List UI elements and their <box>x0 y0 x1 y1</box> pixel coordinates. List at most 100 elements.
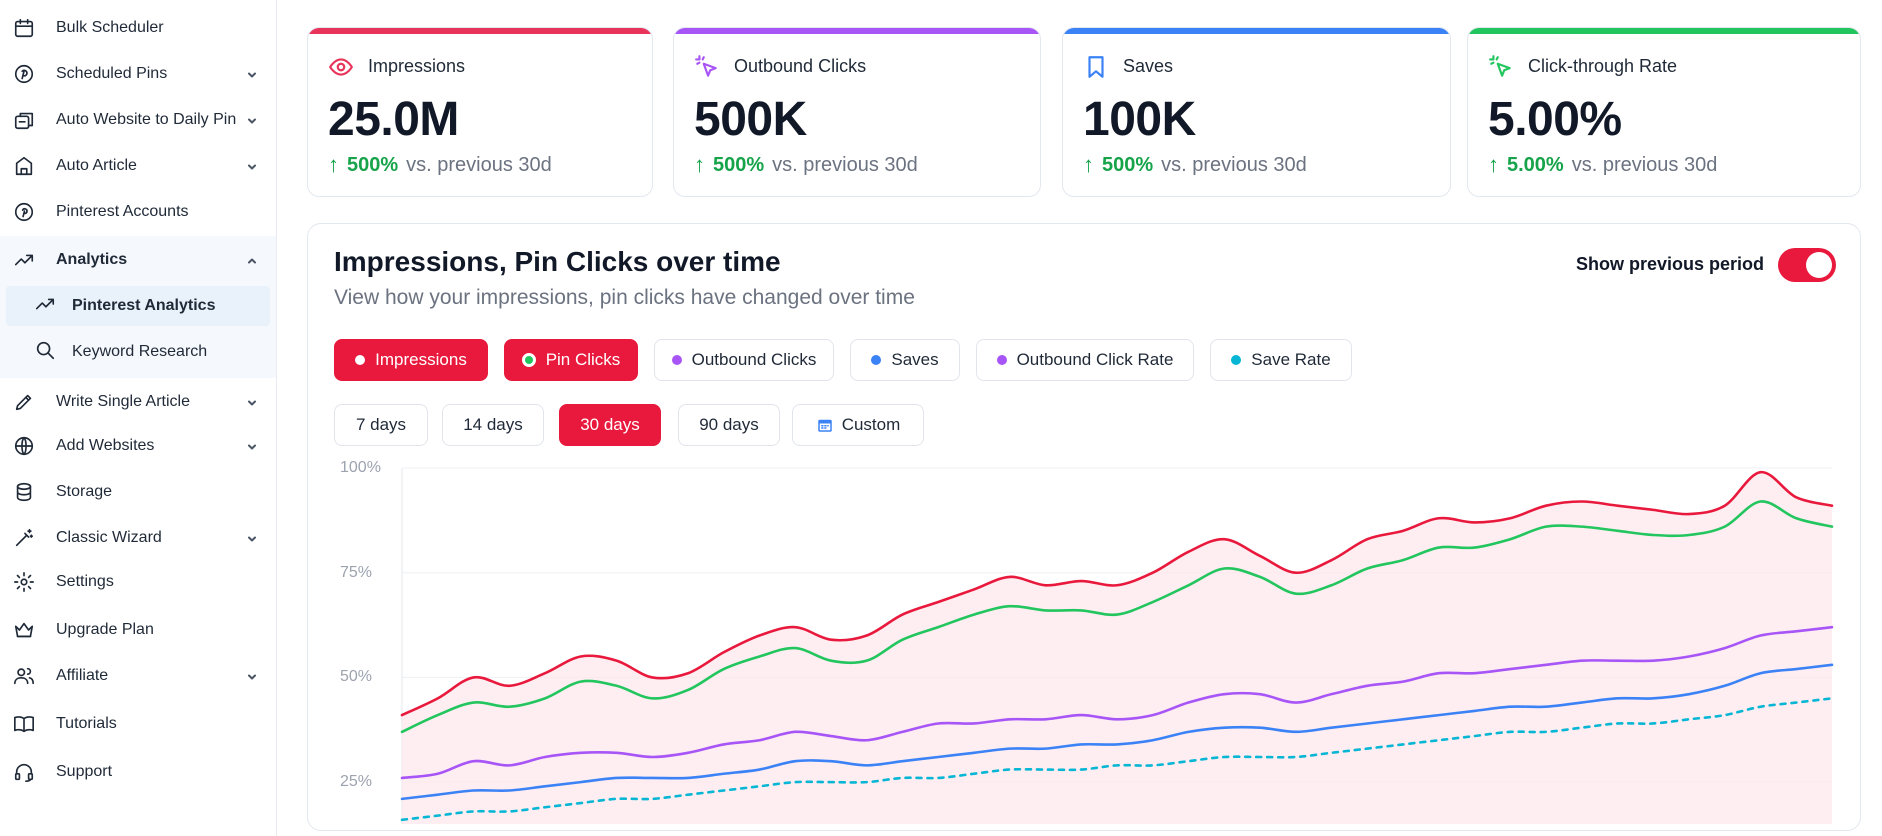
gear-icon <box>12 570 36 594</box>
database-icon <box>12 480 36 504</box>
pencil-icon <box>12 390 36 414</box>
sidebar-item-affiliate[interactable]: Affiliate <box>0 656 276 696</box>
metric-chip-outbound-click-rate[interactable]: Outbound Click Rate <box>976 339 1194 381</box>
metric-chip-saves[interactable]: Saves <box>850 339 960 381</box>
sidebar-item-auto-website-to-daily-pin[interactable]: Auto Website to Daily Pin <box>0 100 276 140</box>
sidebar-item-label: Bulk Scheduler <box>56 19 164 36</box>
series-line-0 <box>400 470 1834 717</box>
auto-post-icon <box>12 108 36 132</box>
card-delta: ↑ 500% vs. previous 30d <box>694 152 918 178</box>
range-14-days[interactable]: 14 days <box>442 404 544 446</box>
chevron-down-icon[interactable] <box>246 670 258 682</box>
sidebar-subitem-pinterest-analytics[interactable]: Pinterest Analytics <box>6 286 270 326</box>
range-7-days[interactable]: 7 days <box>334 404 428 446</box>
metric-chip-impressions[interactable]: Impressions <box>334 339 488 381</box>
stat-card-impressions: Impressions 25.0M ↑ 500% vs. previous 30d <box>307 27 653 197</box>
range-label: Custom <box>841 415 901 434</box>
arrow-up-icon: ↑ <box>1488 152 1499 177</box>
chevron-down-icon[interactable] <box>246 114 258 126</box>
chevron-down-icon[interactable] <box>246 532 258 544</box>
range-30-days[interactable]: 30 days <box>559 404 661 446</box>
sidebar-item-label: Classic Wizard <box>56 529 162 546</box>
series-dot-icon <box>871 355 882 365</box>
sidebar-item-label: Auto Website to Daily Pin <box>56 111 237 128</box>
metric-chip-label: Saves <box>891 350 939 369</box>
series-line-4 <box>400 697 1834 822</box>
card-delta-suffix: vs. previous 30d <box>1571 153 1718 176</box>
sidebar-item-auto-article[interactable]: Auto Article <box>0 146 276 186</box>
range-90-days[interactable]: 90 days <box>678 404 780 446</box>
sidebar-item-write-single-article[interactable]: Write Single Article <box>0 382 276 422</box>
chevron-down-icon[interactable] <box>246 160 258 172</box>
sidebar-item-settings[interactable]: Settings <box>0 562 276 602</box>
sidebar-subitem-label: Keyword Research <box>72 343 208 360</box>
series-line-2 <box>400 625 1834 780</box>
metric-chip-save-rate[interactable]: Save Rate <box>1210 339 1352 381</box>
range-label: 14 days <box>463 415 523 434</box>
sidebar-subitem-keyword-research[interactable]: Keyword Research <box>6 332 270 372</box>
range-label: 7 days <box>355 415 407 434</box>
chart-title: Impressions, Pin Clicks over time <box>334 246 781 277</box>
toggle-knob <box>1806 252 1832 278</box>
sidebar-item-scheduled-pins[interactable]: Scheduled Pins <box>0 54 276 94</box>
series-dot-icon <box>521 353 536 367</box>
chart-panel: Impressions, Pin Clicks over time View h… <box>307 223 1861 831</box>
trend-up-icon <box>34 293 56 320</box>
sidebar-item-label: Upgrade Plan <box>56 621 154 638</box>
chevron-down-icon[interactable] <box>246 440 258 452</box>
globe-icon <box>12 434 36 458</box>
series-line-1 <box>400 500 1834 734</box>
sidebar-item-bulk-scheduler[interactable]: Bulk Scheduler <box>0 8 276 48</box>
sidebar-item-classic-wizard[interactable]: Classic Wizard <box>0 518 276 558</box>
arrow-up-icon: ↑ <box>328 152 339 177</box>
chevron-up-icon[interactable] <box>246 254 258 266</box>
bookmark-icon <box>1083 54 1109 80</box>
card-value: 100K <box>1083 93 1196 146</box>
sidebar-item-label: Storage <box>56 483 113 500</box>
sidebar-item-storage[interactable]: Storage <box>0 472 276 512</box>
card-delta-value: 5.00% <box>1507 153 1564 176</box>
sidebar-item-add-websites[interactable]: Add Websites <box>0 426 276 466</box>
range-custom[interactable]: Custom <box>792 404 924 446</box>
y-tick-label: 25% <box>340 773 373 791</box>
sidebar-item-label: Analytics <box>56 251 128 268</box>
card-delta-suffix: vs. previous 30d <box>1161 153 1307 176</box>
stat-card-saves: Saves 100K ↑ 500% vs. previous 30d <box>1062 27 1451 197</box>
metric-chip-label: Pin Clicks <box>545 350 621 369</box>
show-previous-toggle[interactable] <box>1778 248 1836 282</box>
stat-card-outbound-clicks: Outbound Clicks 500K ↑ 500% vs. previous 30d <box>673 27 1041 197</box>
sidebar-item-label: Tutorials <box>56 715 117 732</box>
impressions-area <box>402 472 1832 824</box>
arrow-up-icon: ↑ <box>694 152 705 177</box>
stat-card-click-through-rate: Click-through Rate 5.00% ↑ 5.00% vs. previou… <box>1467 27 1861 197</box>
eye-icon <box>328 54 354 80</box>
sidebar-item-label: Add Websites <box>56 437 155 454</box>
show-previous-label: Show previous period <box>1575 254 1764 274</box>
card-label: Click-through Rate <box>1528 56 1678 76</box>
metric-chip-outbound-clicks[interactable]: Outbound Clicks <box>654 339 834 381</box>
arrow-up-icon: ↑ <box>1083 152 1094 177</box>
sidebar-item-pinterest-accounts[interactable]: Pinterest Accounts <box>0 192 276 232</box>
range-label: 90 days <box>699 415 759 434</box>
crown-icon <box>12 618 36 642</box>
metric-chip-label: Outbound Click Rate <box>1016 350 1174 369</box>
chevron-down-icon[interactable] <box>246 396 258 408</box>
metric-chip-label: Save Rate <box>1251 350 1331 369</box>
chevron-down-icon[interactable] <box>246 68 258 80</box>
sidebar-item-support[interactable]: Support <box>0 752 276 792</box>
card-delta-suffix: vs. previous 30d <box>406 153 552 176</box>
sidebar-item-upgrade-plan[interactable]: Upgrade Plan <box>0 610 276 650</box>
card-delta: ↑ 500% vs. previous 30d <box>1083 152 1307 178</box>
sidebar-item-tutorials[interactable]: Tutorials <box>0 704 276 744</box>
card-delta-value: 500% <box>713 153 765 176</box>
y-tick-label: 100% <box>340 459 381 476</box>
card-delta: ↑ 5.00% vs. previous 30d <box>1488 152 1717 178</box>
sidebar-item-analytics[interactable]: Analytics <box>0 240 276 280</box>
sidebar-item-label: Auto Article <box>56 157 137 174</box>
card-accent-bar <box>308 28 652 34</box>
sidebar-item-label: Affiliate <box>56 667 109 684</box>
card-value: 5.00% <box>1488 93 1622 146</box>
sidebar: Bulk Scheduler Scheduled Pins Auto Website… <box>0 0 277 836</box>
auto-article-icon <box>12 154 36 178</box>
metric-chip-pin-clicks[interactable]: Pin Clicks <box>504 339 638 381</box>
